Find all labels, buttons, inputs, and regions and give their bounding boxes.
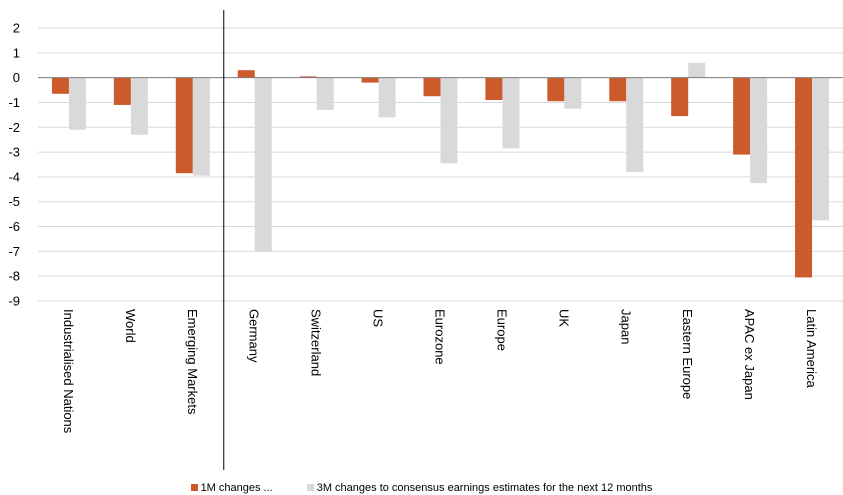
category-labels: Industrialised Nations World Emerging Mark…: [61, 309, 819, 434]
bar-3m: [130, 77, 148, 135]
bar-3m: [626, 77, 644, 172]
category-label: World: [123, 309, 138, 343]
y-tick-label: -7: [8, 244, 20, 259]
bars: [51, 62, 830, 278]
y-tick-label: -9: [8, 294, 20, 309]
category-label: Emerging Markets: [185, 309, 200, 415]
bar-1m: [671, 77, 689, 117]
bar-1m: [733, 77, 751, 155]
category-label: Germany: [247, 309, 262, 363]
legend-item-3m: 3M changes to consensus earnings estimat…: [306, 480, 653, 495]
legend-item-1m: 1M changes ...: [190, 480, 273, 495]
bar-3m: [812, 77, 830, 221]
bar-3m: [564, 77, 582, 109]
y-tick-label: 1: [13, 45, 20, 60]
legend-swatch-3m: [306, 484, 314, 491]
category-label: Eurozone: [433, 309, 448, 365]
bar-1m: [237, 70, 255, 78]
category-label: APAC ex Japan: [742, 309, 757, 400]
bar-1m: [299, 76, 317, 78]
legend-swatch-1m: [190, 484, 198, 491]
y-tick-label: -3: [8, 145, 20, 160]
category-label: Latin America: [804, 309, 819, 389]
y-tick-label: -6: [8, 219, 20, 234]
bar-1m: [609, 77, 627, 102]
category-label: Japan: [618, 309, 633, 344]
bar-1m: [485, 77, 503, 100]
bar-1m: [547, 77, 565, 102]
y-tick-label: -1: [8, 95, 20, 110]
gridlines: [38, 27, 843, 302]
bar-3m: [502, 77, 520, 149]
bar-3m: [688, 62, 706, 78]
category-label: Eastern Europe: [680, 309, 695, 399]
bar-1m: [175, 77, 193, 174]
category-label: Europe: [494, 309, 509, 351]
bar-1m: [423, 77, 441, 97]
category-label: Switzerland: [309, 309, 324, 376]
bar-3m: [316, 77, 334, 110]
y-tick-label: -2: [8, 120, 20, 135]
bar-3m: [254, 77, 272, 252]
bar-1m: [361, 77, 379, 83]
bar-3m: [68, 77, 86, 130]
legend-label-3m: 3M changes to consensus earnings estimat…: [316, 481, 653, 494]
bar-1m: [113, 77, 131, 105]
y-axis-ticks: 2 1 0 -1 -2 -3 -4 -5 -6 -7 -8 -9: [8, 21, 20, 309]
y-tick-label: -8: [8, 269, 20, 284]
y-tick-label: 2: [13, 21, 20, 36]
bar-3m: [750, 77, 768, 184]
bar-3m: [192, 77, 210, 176]
y-tick-label: -5: [8, 194, 20, 209]
bar-3m: [440, 77, 458, 164]
bar-3m: [378, 77, 396, 118]
legend: 1M changes ... 3M changes to consensus e…: [0, 480, 843, 495]
category-label: Industrialised Nations: [61, 309, 76, 434]
category-label: US: [371, 309, 386, 327]
category-label: UK: [556, 309, 571, 327]
y-tick-label: -4: [8, 169, 20, 184]
legend-label-1m: 1M changes ...: [200, 481, 273, 494]
y-tick-label: 0: [13, 70, 20, 85]
bar-1m: [51, 77, 69, 94]
bar-1m: [795, 77, 813, 278]
